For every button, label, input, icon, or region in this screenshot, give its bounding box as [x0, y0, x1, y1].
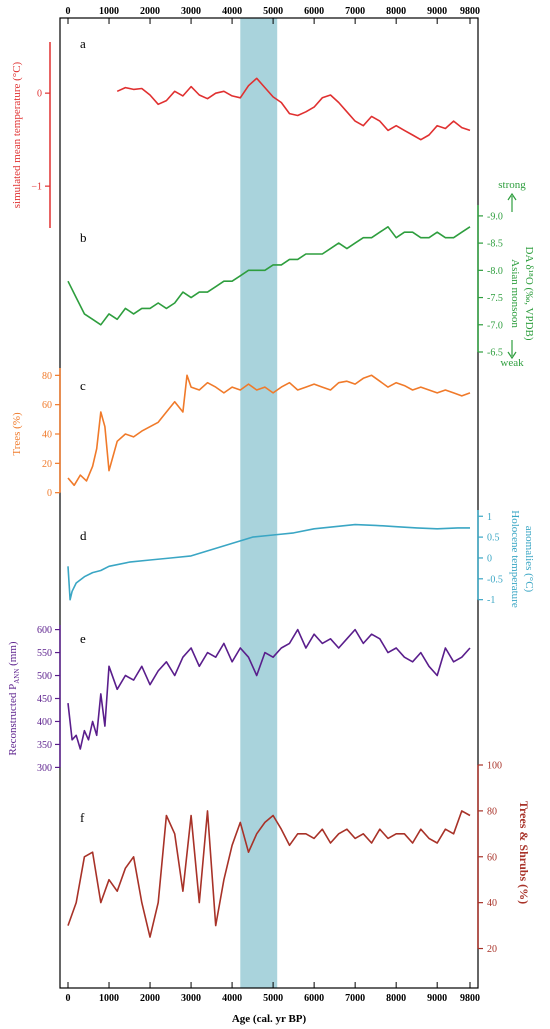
- frame: [59, 17, 479, 989]
- series-line-c: [67, 374, 471, 487]
- y-tick-label: 0.5: [487, 533, 500, 544]
- y-tick-label: 20: [42, 459, 52, 470]
- bottom-tick-label: 3000: [181, 993, 201, 1004]
- bottom-tick-label: 6000: [304, 993, 324, 1004]
- panel-c: c 80 60 40 20 0 Trees (%): [11, 368, 471, 499]
- y-tick-label: 1: [487, 512, 492, 523]
- bottom-tick-label: 1000: [99, 993, 119, 1004]
- top-tick-label: 0: [66, 6, 71, 17]
- y-tick-label: 450: [37, 694, 52, 705]
- bottom-tick-label: 4000: [222, 993, 242, 1004]
- y-tick-label: 60: [487, 852, 497, 863]
- panel-b: b -9.0 -8.5 -8.0 -7.5 -7.0 -6.5 Asian monsoon DA…: [67, 179, 535, 369]
- y-tick-label: -0.5: [487, 574, 503, 585]
- y-axis-label: simulated mean temperature (°C): [11, 61, 23, 208]
- y-tick-label: 0: [37, 89, 42, 100]
- top-tick-label: 3000: [181, 6, 201, 17]
- bottom-tick-label: 0: [66, 993, 71, 1004]
- y-axis-label-line2: DA δ¹⁸O (‰, VPDB): [523, 246, 535, 340]
- y-tick-label: -7.5: [487, 293, 503, 304]
- panel-letter: d: [80, 528, 87, 543]
- y-tick-label: 350: [37, 740, 52, 751]
- y-axis-label: Reconstructed PANN (mm): [7, 641, 21, 755]
- top-x-axis: 0 1000 2000 3000 4000 5000 6000 7000 8000 9000 980…: [66, 6, 480, 24]
- y-axis-label: Trees (%): [11, 412, 23, 456]
- weak-label: weak: [500, 357, 524, 369]
- top-tick-label: 9800: [460, 6, 480, 17]
- panel-a: a 0 −1 simulated mean temperature (°C): [11, 36, 471, 228]
- bottom-x-axis: 0 1000 2000 3000 4000 5000 6000 7000 8000 9000 980…: [66, 982, 480, 1004]
- y-tick-label: 40: [42, 430, 52, 441]
- panel-letter: e: [80, 631, 86, 646]
- series-line-a: [116, 77, 471, 141]
- top-tick-label: 4000: [222, 6, 242, 17]
- top-tick-label: 6000: [304, 6, 324, 17]
- bottom-tick-label: 8000: [386, 993, 406, 1004]
- series-line-b: [67, 226, 471, 326]
- y-tick-label: 400: [37, 717, 52, 728]
- top-tick-label: 9000: [427, 6, 447, 17]
- y-tick-label: 40: [487, 898, 497, 909]
- y-tick-label: 80: [42, 371, 52, 382]
- y-tick-label: 0: [487, 553, 492, 564]
- y-tick-label: 550: [37, 648, 52, 659]
- bottom-tick-label: 5000: [263, 993, 283, 1004]
- y-tick-label: 0: [47, 488, 52, 499]
- y-tick-label: -1: [487, 595, 495, 606]
- y-tick-label: 100: [487, 761, 502, 772]
- y-axis-label-line2: anomalies (°C): [523, 526, 535, 593]
- top-tick-label: 1000: [99, 6, 119, 17]
- y-axis-label: Trees & Shrubs (%): [517, 801, 531, 904]
- y-tick-label: -8.5: [487, 239, 503, 250]
- y-tick-label: -8.0: [487, 266, 503, 277]
- panel-e: e 600 550 500 450 400 350 300 Reconstructed PANN…: [7, 625, 471, 774]
- panel-d: d 1 0.5 0 -0.5 -1 Holocene temperature anomalie…: [67, 510, 535, 608]
- top-tick-label: 8000: [386, 6, 406, 17]
- series-line-d: [67, 523, 470, 601]
- y-axis-label-main: Reconstructed P: [7, 684, 19, 756]
- y-tick-label: 80: [487, 806, 497, 817]
- y-tick-label: 60: [42, 400, 52, 411]
- y-tick-label: 300: [37, 763, 52, 774]
- panel-f: f 100 80 60 40 20 Trees & Shrubs (%): [67, 761, 531, 955]
- x-axis-label: Age (cal. yr BP): [232, 1013, 307, 1025]
- panel-letter: f: [80, 810, 85, 825]
- bottom-tick-label: 2000: [140, 993, 160, 1004]
- bottom-tick-label: 7000: [345, 993, 365, 1004]
- y-tick-label: -6.5: [487, 348, 503, 359]
- top-tick-label: 7000: [345, 6, 365, 17]
- highlight-band: [240, 18, 278, 988]
- y-axis-label-unit: (mm): [7, 641, 19, 669]
- top-tick-label: 2000: [140, 6, 160, 17]
- y-tick-label: 500: [37, 671, 52, 682]
- top-tick-label: 5000: [263, 6, 283, 17]
- series-line-f: [67, 810, 471, 938]
- y-tick-label: -9.0: [487, 211, 503, 222]
- bottom-tick-label: 9000: [427, 993, 447, 1004]
- down-arrow-head: [507, 351, 517, 360]
- y-axis-label-line1: Asian monsoon: [509, 259, 521, 328]
- panel-letter: c: [80, 378, 86, 393]
- monsoon-arrows: [507, 192, 517, 360]
- y-axis-label-sub: ANN: [13, 669, 21, 684]
- panels: a 0 −1 simulated mean temperature (°C) b -9.0…: [7, 36, 535, 955]
- series-line-e: [67, 628, 471, 750]
- y-tick-label: -7.0: [487, 320, 503, 331]
- panel-letter: a: [80, 36, 86, 51]
- y-tick-label: 20: [487, 944, 497, 955]
- up-arrow-head: [507, 192, 517, 201]
- panel-letter: b: [80, 230, 87, 245]
- y-tick-label: 600: [37, 625, 52, 636]
- strong-label: strong: [498, 179, 526, 191]
- y-axis-label-line1: Holocene temperature: [509, 510, 521, 608]
- y-tick-label: −1: [31, 182, 42, 193]
- bottom-tick-label: 9800: [460, 993, 480, 1004]
